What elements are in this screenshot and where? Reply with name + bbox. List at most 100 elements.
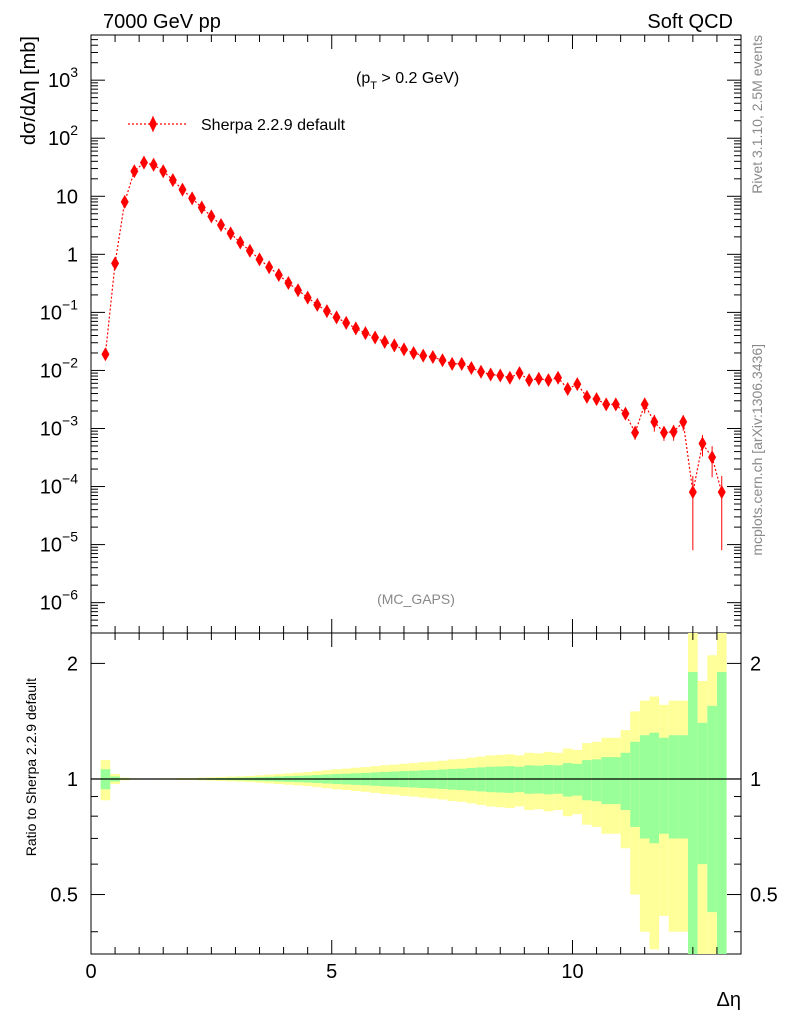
legend-label: Sherpa 2.2.9 default	[201, 117, 346, 134]
data-point	[515, 366, 524, 381]
data-point	[631, 425, 640, 440]
series-sherpa	[101, 155, 726, 551]
data-point	[351, 321, 360, 336]
y-tick-label: 10−3	[40, 412, 78, 440]
data-point	[371, 330, 380, 345]
ratio-band-inner	[620, 752, 631, 811]
data-point	[708, 450, 717, 465]
y-tick-label: 1	[67, 244, 78, 266]
x-tick-label: 5	[326, 961, 337, 983]
data-point	[563, 381, 572, 396]
data-point	[149, 157, 158, 172]
ratio-band-inner	[524, 765, 534, 794]
data-point	[274, 268, 283, 283]
data-point	[390, 338, 399, 353]
main-frame	[90, 34, 742, 634]
data-point	[139, 155, 148, 170]
ratio-y-tick-label: 1	[67, 769, 78, 791]
y-tick-label: 103	[48, 64, 78, 92]
data-point	[255, 252, 264, 267]
ratio-y-tick-label: 2	[67, 653, 78, 675]
ratio-y-tick-label-right: 2	[750, 653, 761, 675]
y-tick-label: 102	[48, 122, 78, 150]
ratio-band-inner	[591, 759, 602, 802]
data-point	[101, 347, 110, 362]
data-point	[698, 436, 707, 451]
y-tick-label: 10−6	[40, 587, 78, 615]
ratio-band-inner	[659, 737, 669, 834]
ratio-band-inner	[707, 705, 717, 913]
ratio-band-inner	[562, 763, 573, 797]
analysis-tag: (MC_GAPS)	[377, 591, 455, 607]
data-point	[611, 397, 620, 412]
data-point	[573, 377, 582, 392]
data-point	[688, 485, 697, 500]
data-point	[236, 235, 245, 250]
data-point	[477, 364, 485, 379]
x-tick-label: 0	[85, 961, 96, 983]
data-point	[582, 389, 591, 404]
data-point	[332, 310, 341, 325]
data-point	[438, 353, 447, 368]
data-point	[669, 424, 678, 439]
data-point	[621, 406, 630, 421]
data-point	[525, 373, 534, 388]
data-point	[544, 373, 553, 388]
ratio-band-inner	[630, 741, 640, 827]
data-point	[188, 191, 197, 206]
data-point	[313, 297, 322, 312]
ratio-y-tick-label-right: 1	[750, 769, 761, 791]
y-tick-label: 10−5	[40, 529, 78, 557]
data-point	[361, 326, 370, 341]
data-point	[226, 226, 235, 241]
process-label: Soft QCD	[647, 11, 733, 33]
y-tick-label: 10−1	[40, 296, 78, 324]
data-point	[409, 345, 418, 360]
data-point	[419, 348, 428, 363]
y-tick-label: 10	[56, 186, 78, 208]
data-point	[303, 290, 312, 305]
data-point	[467, 361, 476, 376]
data-point	[380, 334, 389, 349]
data-point	[294, 283, 303, 298]
data-point	[217, 218, 225, 233]
data-point	[322, 304, 331, 319]
data-point	[554, 370, 563, 385]
data-point	[245, 243, 254, 258]
data-point	[640, 397, 649, 412]
ratio-bands	[100, 633, 727, 954]
data-point	[602, 397, 611, 412]
ratio-band-inner	[688, 671, 698, 954]
data-point	[496, 368, 505, 383]
data-point	[342, 315, 351, 330]
ratio-y-tick-label: 0.5	[50, 885, 78, 907]
mcplots-credit: mcplots.cern.ch [arXiv:1306.3436]	[749, 344, 765, 556]
x-axis-title: Δη	[717, 989, 741, 1011]
rivet-version: Rivet 3.1.10, 2.5M events	[749, 35, 765, 194]
main-ticks: 10−6 10−5 10−4 10−3 10−2 10−1 1 10 102 103	[40, 34, 741, 634]
data-point	[197, 200, 206, 215]
data-point	[265, 260, 274, 275]
y-tick-label: 10−4	[40, 471, 78, 499]
ratio-band-inner	[582, 760, 592, 801]
data-point	[679, 414, 688, 429]
data-point	[168, 173, 177, 188]
ratio-band-inner	[611, 757, 621, 805]
ratio-band-inner	[553, 765, 563, 794]
data-point	[207, 209, 216, 224]
ratio-band-inner	[697, 722, 708, 865]
legend-marker	[149, 116, 157, 132]
data-point	[534, 371, 543, 386]
data-point	[592, 392, 601, 407]
y-tick-label: 10−2	[40, 354, 78, 382]
data-point	[448, 356, 457, 371]
legend: Sherpa 2.2.9 default	[128, 116, 346, 134]
ratio-band-inner	[716, 671, 727, 954]
x-tick-label: 10	[561, 961, 583, 983]
data-point	[284, 276, 293, 291]
ratio-y-tick-label-right: 0.5	[750, 885, 778, 907]
data-point	[457, 356, 466, 371]
data-point	[130, 164, 139, 179]
ratio-y-axis-title: Ratio to Sherpa 2.2.9 default	[23, 678, 39, 856]
ratio-frame	[90, 632, 742, 955]
